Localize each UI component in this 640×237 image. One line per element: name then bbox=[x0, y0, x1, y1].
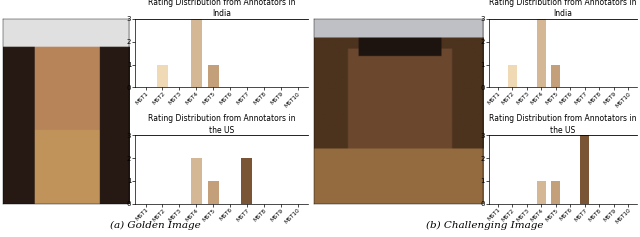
Bar bbox=[207, 65, 219, 87]
Bar bbox=[536, 181, 546, 204]
Bar bbox=[551, 65, 561, 87]
Bar bbox=[536, 19, 546, 87]
Bar bbox=[508, 65, 517, 87]
Bar bbox=[207, 181, 219, 204]
Title: Rating Distribution from Annotators in
the US: Rating Distribution from Annotators in t… bbox=[489, 114, 637, 135]
Text: (b) Challenging Image: (b) Challenging Image bbox=[426, 220, 544, 229]
Bar bbox=[191, 158, 202, 204]
Title: Rating Distribution from Annotators in
the US: Rating Distribution from Annotators in t… bbox=[148, 114, 295, 135]
Bar bbox=[157, 65, 168, 87]
Bar bbox=[580, 135, 589, 204]
Title: Rating Distribution from Annotators in
India: Rating Distribution from Annotators in I… bbox=[489, 0, 637, 18]
Bar bbox=[551, 181, 561, 204]
Bar bbox=[241, 158, 252, 204]
Title: Rating Distribution from Annotators in
India: Rating Distribution from Annotators in I… bbox=[148, 0, 295, 18]
Text: (a) Golden Image: (a) Golden Image bbox=[110, 220, 201, 229]
Bar bbox=[191, 19, 202, 87]
